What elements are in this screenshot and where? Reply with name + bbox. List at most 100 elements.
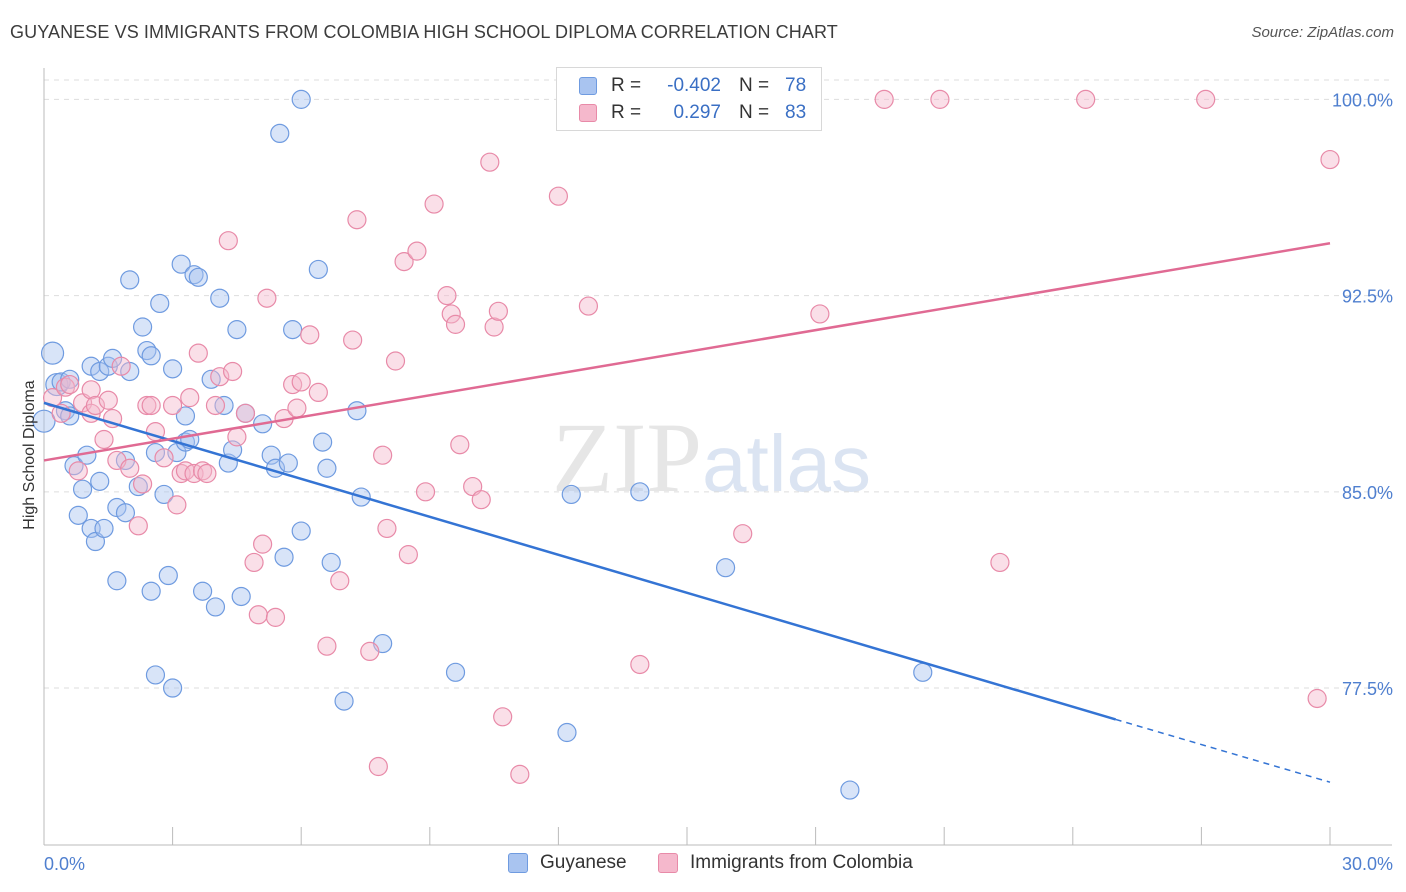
trend-lines [43, 242, 1331, 783]
guyanese-point [132, 317, 153, 337]
guyanese-point [321, 552, 341, 573]
colombia-point [733, 524, 753, 544]
colombia-point [188, 343, 208, 363]
watermark: ZIPatlas [552, 400, 871, 515]
guyanese-trend-extension [1115, 718, 1331, 783]
colombia-point [1076, 89, 1096, 109]
guyanese-point [141, 346, 161, 366]
legend-r-label: R = [611, 102, 642, 123]
colombia-point [480, 152, 500, 172]
colombia-point [373, 445, 393, 465]
correlation-legend: R = -0.402 N = 78 R = 0.297 N = 83 [556, 67, 822, 131]
colombia-point [163, 395, 183, 416]
guyanese-point [171, 254, 191, 274]
colombia-point [60, 374, 80, 395]
guyanese-point [840, 780, 860, 800]
colombia-point [874, 89, 894, 109]
guyanese-point [163, 359, 183, 379]
guyanese-point [557, 722, 577, 743]
guyanese-point [231, 586, 251, 607]
guyanese-point [32, 409, 56, 433]
legend-n-label: N = [739, 102, 770, 123]
colombia-point [548, 186, 569, 206]
guyanese-point [313, 432, 333, 452]
colombia-point [287, 398, 307, 418]
guyanese-point [107, 571, 127, 591]
y-tick-label: 92.5% [1342, 287, 1393, 307]
colombia-point [1320, 149, 1340, 170]
colombia-point [630, 654, 650, 675]
colombia-point [244, 552, 264, 573]
watermark-atlas: atlas [702, 419, 871, 508]
colombia-trend-line [43, 242, 1331, 462]
colombia-point [253, 534, 273, 554]
guyanese-point [158, 565, 178, 586]
legend-swatch-blue [579, 77, 597, 95]
colombia-point [265, 607, 286, 627]
colombia-point [510, 764, 530, 784]
colombia-point [223, 361, 243, 382]
colombia-points [42, 89, 1340, 784]
series-legend-guyanese: Guyanese [508, 852, 627, 874]
guyanese-point [40, 341, 65, 365]
colombia-point [385, 351, 406, 371]
guyanese-point [193, 581, 213, 601]
colombia-point [471, 490, 491, 510]
colombia-point [257, 288, 277, 308]
colombia-point [68, 461, 88, 481]
guyanese-point [913, 662, 933, 682]
colombia-point [180, 388, 200, 408]
series-name-colombia: Immigrants from Colombia [690, 852, 913, 873]
y-tick-label: 85.0% [1342, 483, 1393, 503]
colombia-point [488, 301, 508, 321]
source-credit: Source: ZipAtlas.com [1251, 24, 1394, 41]
x-tick-label: 30.0% [1342, 854, 1393, 874]
guyanese-point [94, 518, 114, 539]
series-legend-colombia: Immigrants from Colombia [658, 852, 913, 874]
guyanese-point [120, 270, 140, 290]
chart-title: GUYANESE VS IMMIGRANTS FROM COLOMBIA HIG… [10, 22, 838, 42]
guyanese-point [210, 288, 230, 308]
colombia-point [990, 552, 1010, 573]
colombia-point [210, 367, 230, 387]
guyanese-point [205, 597, 226, 617]
colombia-point [137, 395, 157, 416]
legend-row-guyanese: R = -0.402 N = 78 [579, 73, 806, 99]
guyanese-point [630, 482, 650, 502]
colombia-point [343, 330, 363, 350]
colombia-point [394, 251, 414, 272]
colombia-point [111, 356, 131, 376]
guyanese-point [150, 293, 170, 314]
guyanese-point [90, 471, 110, 491]
guyanese-point [274, 547, 294, 567]
colombia-point [218, 231, 238, 251]
colombia-point [141, 395, 161, 416]
guyanese-point [72, 479, 93, 499]
colombia-point [810, 304, 830, 324]
colombia-point [128, 516, 148, 536]
colombia-point [235, 403, 256, 423]
tick-labels: 77.5% 85.0% 92.5% 100.0% 0.0% 30.0% [44, 90, 1393, 874]
guyanese-points [32, 89, 933, 800]
colombia-point [81, 380, 101, 400]
colombia-point [300, 325, 320, 345]
guyanese-point [347, 401, 367, 421]
legend-r-label: R = [611, 75, 642, 96]
colombia-point [347, 210, 367, 230]
legend-n-value: 78 [785, 75, 807, 96]
guyanese-point [227, 320, 247, 340]
colombia-point [360, 641, 380, 662]
guyanese-point [291, 89, 311, 109]
colombia-point [445, 314, 466, 334]
guyanese-point [141, 581, 161, 601]
guyanese-point [175, 406, 196, 426]
series-swatch-blue [508, 853, 528, 873]
colombia-point [484, 317, 504, 337]
guyanese-point [68, 505, 88, 525]
colombia-point [930, 89, 950, 109]
colombia-point [415, 482, 436, 502]
guyanese-point [561, 484, 581, 505]
guyanese-point [188, 267, 208, 287]
colombia-point [154, 448, 174, 468]
